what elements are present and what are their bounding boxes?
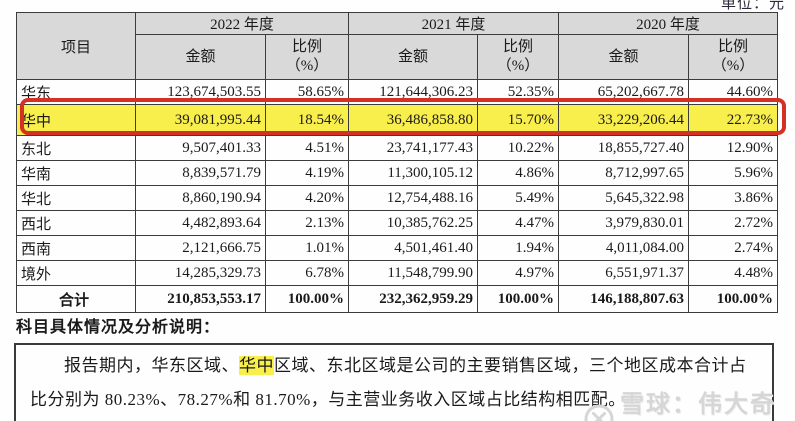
column-header-ratio-2020: 比例 （%） [688, 34, 779, 80]
amount-cell: 2,121,666.75 [135, 235, 266, 261]
region-label: 西南 [16, 235, 136, 261]
ratio-cell: 5.49% [477, 185, 560, 211]
region-cost-table: 项目 2022 年度 2021 年度 2020 年度 金额 比例 （%） 金额 … [16, 12, 779, 313]
ratio-cell: 4.47% [477, 210, 560, 236]
amount-cell: 210,853,553.17 [135, 285, 266, 313]
amount-cell: 8,712,997.65 [558, 160, 690, 186]
amount-cell: 146,188,807.63 [558, 285, 690, 313]
column-header-ratio-2021: 比例 （%） [477, 34, 560, 80]
ratio-cell: 4.19% [264, 160, 350, 186]
ratio-header-line1: 比例 [503, 39, 534, 55]
amount-cell: 4,011,084.00 [558, 235, 690, 261]
ratio-cell: 1.01% [264, 235, 350, 261]
ratio-cell: 22.73% [688, 104, 779, 136]
region-label: 华北 [16, 185, 136, 211]
amount-cell: 8,860,190.94 [135, 185, 266, 211]
ratio-cell: 15.70% [477, 104, 560, 136]
amount-cell: 232,362,959.29 [348, 285, 479, 313]
table-row-huazhong-highlighted: 华中 39,081,995.44 18.54% 36,486,858.80 15… [16, 104, 779, 136]
amount-cell: 4,482,893.64 [135, 210, 266, 236]
ratio-cell: 6.78% [264, 260, 350, 286]
ratio-cell: 4.20% [264, 185, 350, 211]
amount-cell: 11,300,105.12 [348, 160, 479, 186]
amount-cell: 4,501,461.40 [348, 235, 479, 261]
region-label: 西北 [16, 210, 136, 236]
ratio-header-line1: 比例 [292, 39, 323, 55]
paragraph-text: 区域、东北区域是公司的主要销售区域，三个地区成本合计占比分别为 80.23%、7… [30, 356, 747, 409]
analysis-text-box: 报告期内，华东区域、华中区域、东北区域是公司的主要销售区域，三个地区成本合计占比… [14, 343, 774, 421]
column-header-amount-2022: 金额 [135, 34, 266, 80]
region-label: 境外 [16, 260, 136, 286]
ratio-cell: 58.65% [264, 79, 350, 105]
amount-cell: 8,839,571.79 [135, 160, 266, 186]
region-label: 东北 [16, 135, 136, 161]
ratio-cell: 1.94% [477, 235, 560, 261]
amount-cell: 123,674,503.55 [135, 79, 266, 105]
ratio-cell: 44.60% [688, 79, 779, 105]
amount-cell: 14,285,329.73 [135, 260, 266, 286]
ratio-cell: 4.51% [264, 135, 350, 161]
amount-cell: 65,202,667.78 [558, 79, 690, 105]
column-header-year-2021: 2021 年度 [348, 12, 560, 35]
ratio-header-line1: 比例 [718, 39, 749, 55]
region-label: 华南 [16, 160, 136, 186]
ratio-cell: 100.00% [264, 285, 350, 313]
amount-cell: 11,548,799.90 [348, 260, 479, 286]
table-row-dongbei: 东北 9,507,401.33 4.51% 23,741,177.43 10.2… [16, 135, 779, 161]
analysis-paragraph: 报告期内，华东区域、华中区域、东北区域是公司的主要销售区域，三个地区成本合计占比… [30, 349, 758, 417]
table-row-total: 合计 210,853,553.17 100.00% 232,362,959.29… [16, 285, 779, 313]
ratio-cell: 5.96% [688, 160, 779, 186]
column-header-amount-2021: 金额 [348, 34, 479, 80]
paragraph-text: 报告期内，华东区域、 [64, 356, 239, 375]
ratio-header-line2: （%） [711, 58, 755, 74]
ratio-header-line2: （%） [285, 58, 329, 74]
amount-cell: 18,855,727.40 [558, 135, 690, 161]
table-row-huanan: 华南 8,839,571.79 4.19% 11,300,105.12 4.86… [16, 160, 779, 186]
table-row-huadong: 华东 123,674,503.55 58.65% 121,644,306.23 … [16, 79, 779, 105]
ratio-cell: 18.54% [264, 104, 350, 136]
amount-cell: 10,385,762.25 [348, 210, 479, 236]
ratio-cell: 3.86% [688, 185, 779, 211]
highlighted-term: 华中 [239, 356, 274, 375]
amount-cell: 121,644,306.23 [348, 79, 479, 105]
ratio-cell: 2.13% [264, 210, 350, 236]
amount-cell: 3,979,830.01 [558, 210, 690, 236]
table-header-years: 项目 2022 年度 2021 年度 2020 年度 [16, 12, 779, 80]
ratio-cell: 100.00% [477, 285, 560, 313]
total-label: 合计 [16, 285, 136, 313]
unit-label: 单位：元 [720, 0, 785, 12]
ratio-cell: 2.72% [688, 210, 779, 236]
table-row-huabei: 华北 8,860,190.94 4.20% 12,754,488.16 5.49… [16, 185, 779, 211]
ratio-cell: 12.90% [688, 135, 779, 161]
amount-cell: 33,229,206.44 [558, 104, 690, 136]
table-row-xinan: 西南 2,121,666.75 1.01% 4,501,461.40 1.94%… [16, 235, 779, 261]
table-header-subcolumns: 金额 比例 （%） 金额 比例 （%） 金额 比例 （%） [17, 34, 779, 80]
amount-cell: 39,081,995.44 [135, 104, 266, 136]
amount-cell: 12,754,488.16 [348, 185, 479, 211]
ratio-cell: 2.74% [688, 235, 779, 261]
ratio-header-line2: （%） [496, 58, 540, 74]
ratio-cell: 10.22% [477, 135, 560, 161]
ratio-cell: 4.48% [688, 260, 779, 286]
amount-cell: 9,507,401.33 [135, 135, 266, 161]
column-header-year-2022: 2022 年度 [134, 12, 350, 35]
column-header-item: 项目 [16, 12, 136, 80]
amount-cell: 6,551,971.37 [558, 260, 690, 286]
table-row-xibei: 西北 4,482,893.64 2.13% 10,385,762.25 4.47… [16, 210, 779, 236]
region-label: 华中 [16, 104, 136, 136]
table-row-jingwai: 境外 14,285,329.73 6.78% 11,548,799.90 4.9… [16, 260, 779, 286]
amount-cell: 5,645,322.98 [558, 185, 690, 211]
region-label: 华东 [16, 79, 136, 105]
column-header-ratio-2022: 比例 （%） [264, 34, 350, 80]
section-heading: 科目具体情况及分析说明： [16, 319, 221, 336]
column-header-amount-2020: 金额 [558, 34, 690, 80]
ratio-cell: 4.86% [477, 160, 560, 186]
ratio-cell: 52.35% [477, 79, 560, 105]
amount-cell: 36,486,858.80 [348, 104, 479, 136]
column-header-year-2020: 2020 年度 [558, 12, 779, 35]
amount-cell: 23,741,177.43 [348, 135, 479, 161]
ratio-cell: 100.00% [688, 285, 779, 313]
ratio-cell: 4.97% [477, 260, 560, 286]
